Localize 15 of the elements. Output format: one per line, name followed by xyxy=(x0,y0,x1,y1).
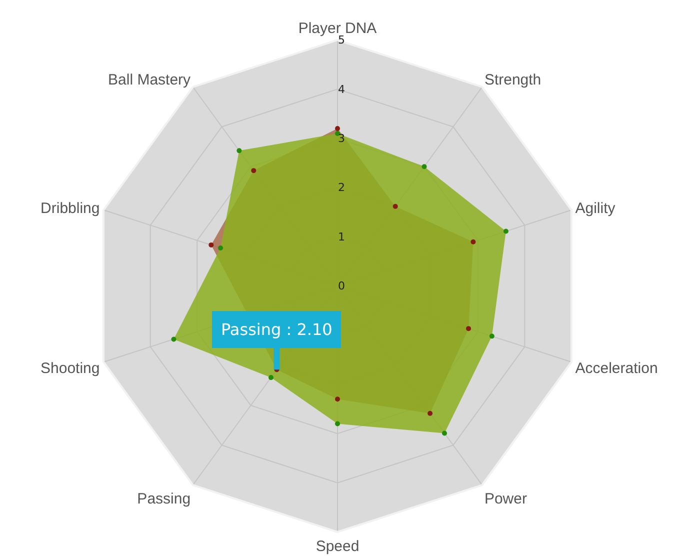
spoke-label: Ball Mastery xyxy=(108,71,192,88)
spoke-label: Dribbling xyxy=(40,200,100,217)
y-tick-label: 4 xyxy=(338,82,345,96)
spoke-label: Speed xyxy=(316,538,360,555)
y-tick-label: 1 xyxy=(338,230,345,244)
spoke-label: Shooting xyxy=(40,360,100,377)
spoke-label: Agility xyxy=(575,200,616,217)
text: Passing : 2.10 xyxy=(221,320,332,339)
y-tick-label: 2 xyxy=(338,181,345,194)
y-tick-label: 0 xyxy=(338,280,345,293)
spoke-label: Power xyxy=(484,490,527,508)
spoke-label: Passing xyxy=(137,490,191,508)
spoke-label: Acceleration xyxy=(575,360,658,377)
y-tick-label: 3 xyxy=(338,132,345,145)
spoke-label: Strength xyxy=(484,71,542,88)
